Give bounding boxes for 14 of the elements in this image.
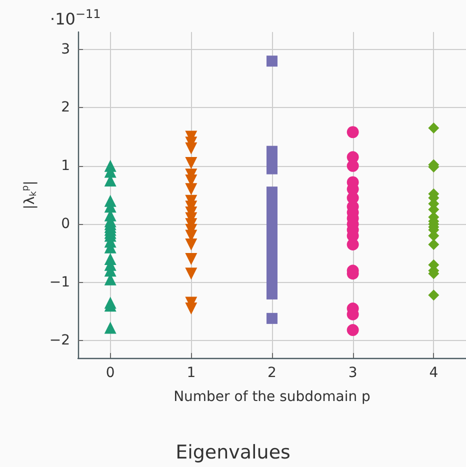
- y-tick-label: 0: [61, 216, 70, 232]
- y-tick-label: 2: [61, 100, 70, 116]
- text: Eigenvalues: [176, 442, 290, 464]
- y-axis-title: |λkp|: [20, 180, 39, 210]
- x-tick-label: 2: [268, 365, 276, 381]
- y-tick-label: 1: [61, 158, 70, 174]
- x-tick-label: 1: [186, 365, 196, 381]
- x-tick-label: 0: [106, 365, 115, 381]
- y-tick-label: −2: [49, 332, 70, 349]
- x-tick-label: 3: [348, 365, 358, 381]
- y-tick-label: 3: [61, 41, 70, 58]
- y-tick-label: −1: [49, 274, 70, 290]
- x-axis-title: Number of the subdomain p: [174, 389, 371, 405]
- x-tick-label: 4: [429, 365, 438, 381]
